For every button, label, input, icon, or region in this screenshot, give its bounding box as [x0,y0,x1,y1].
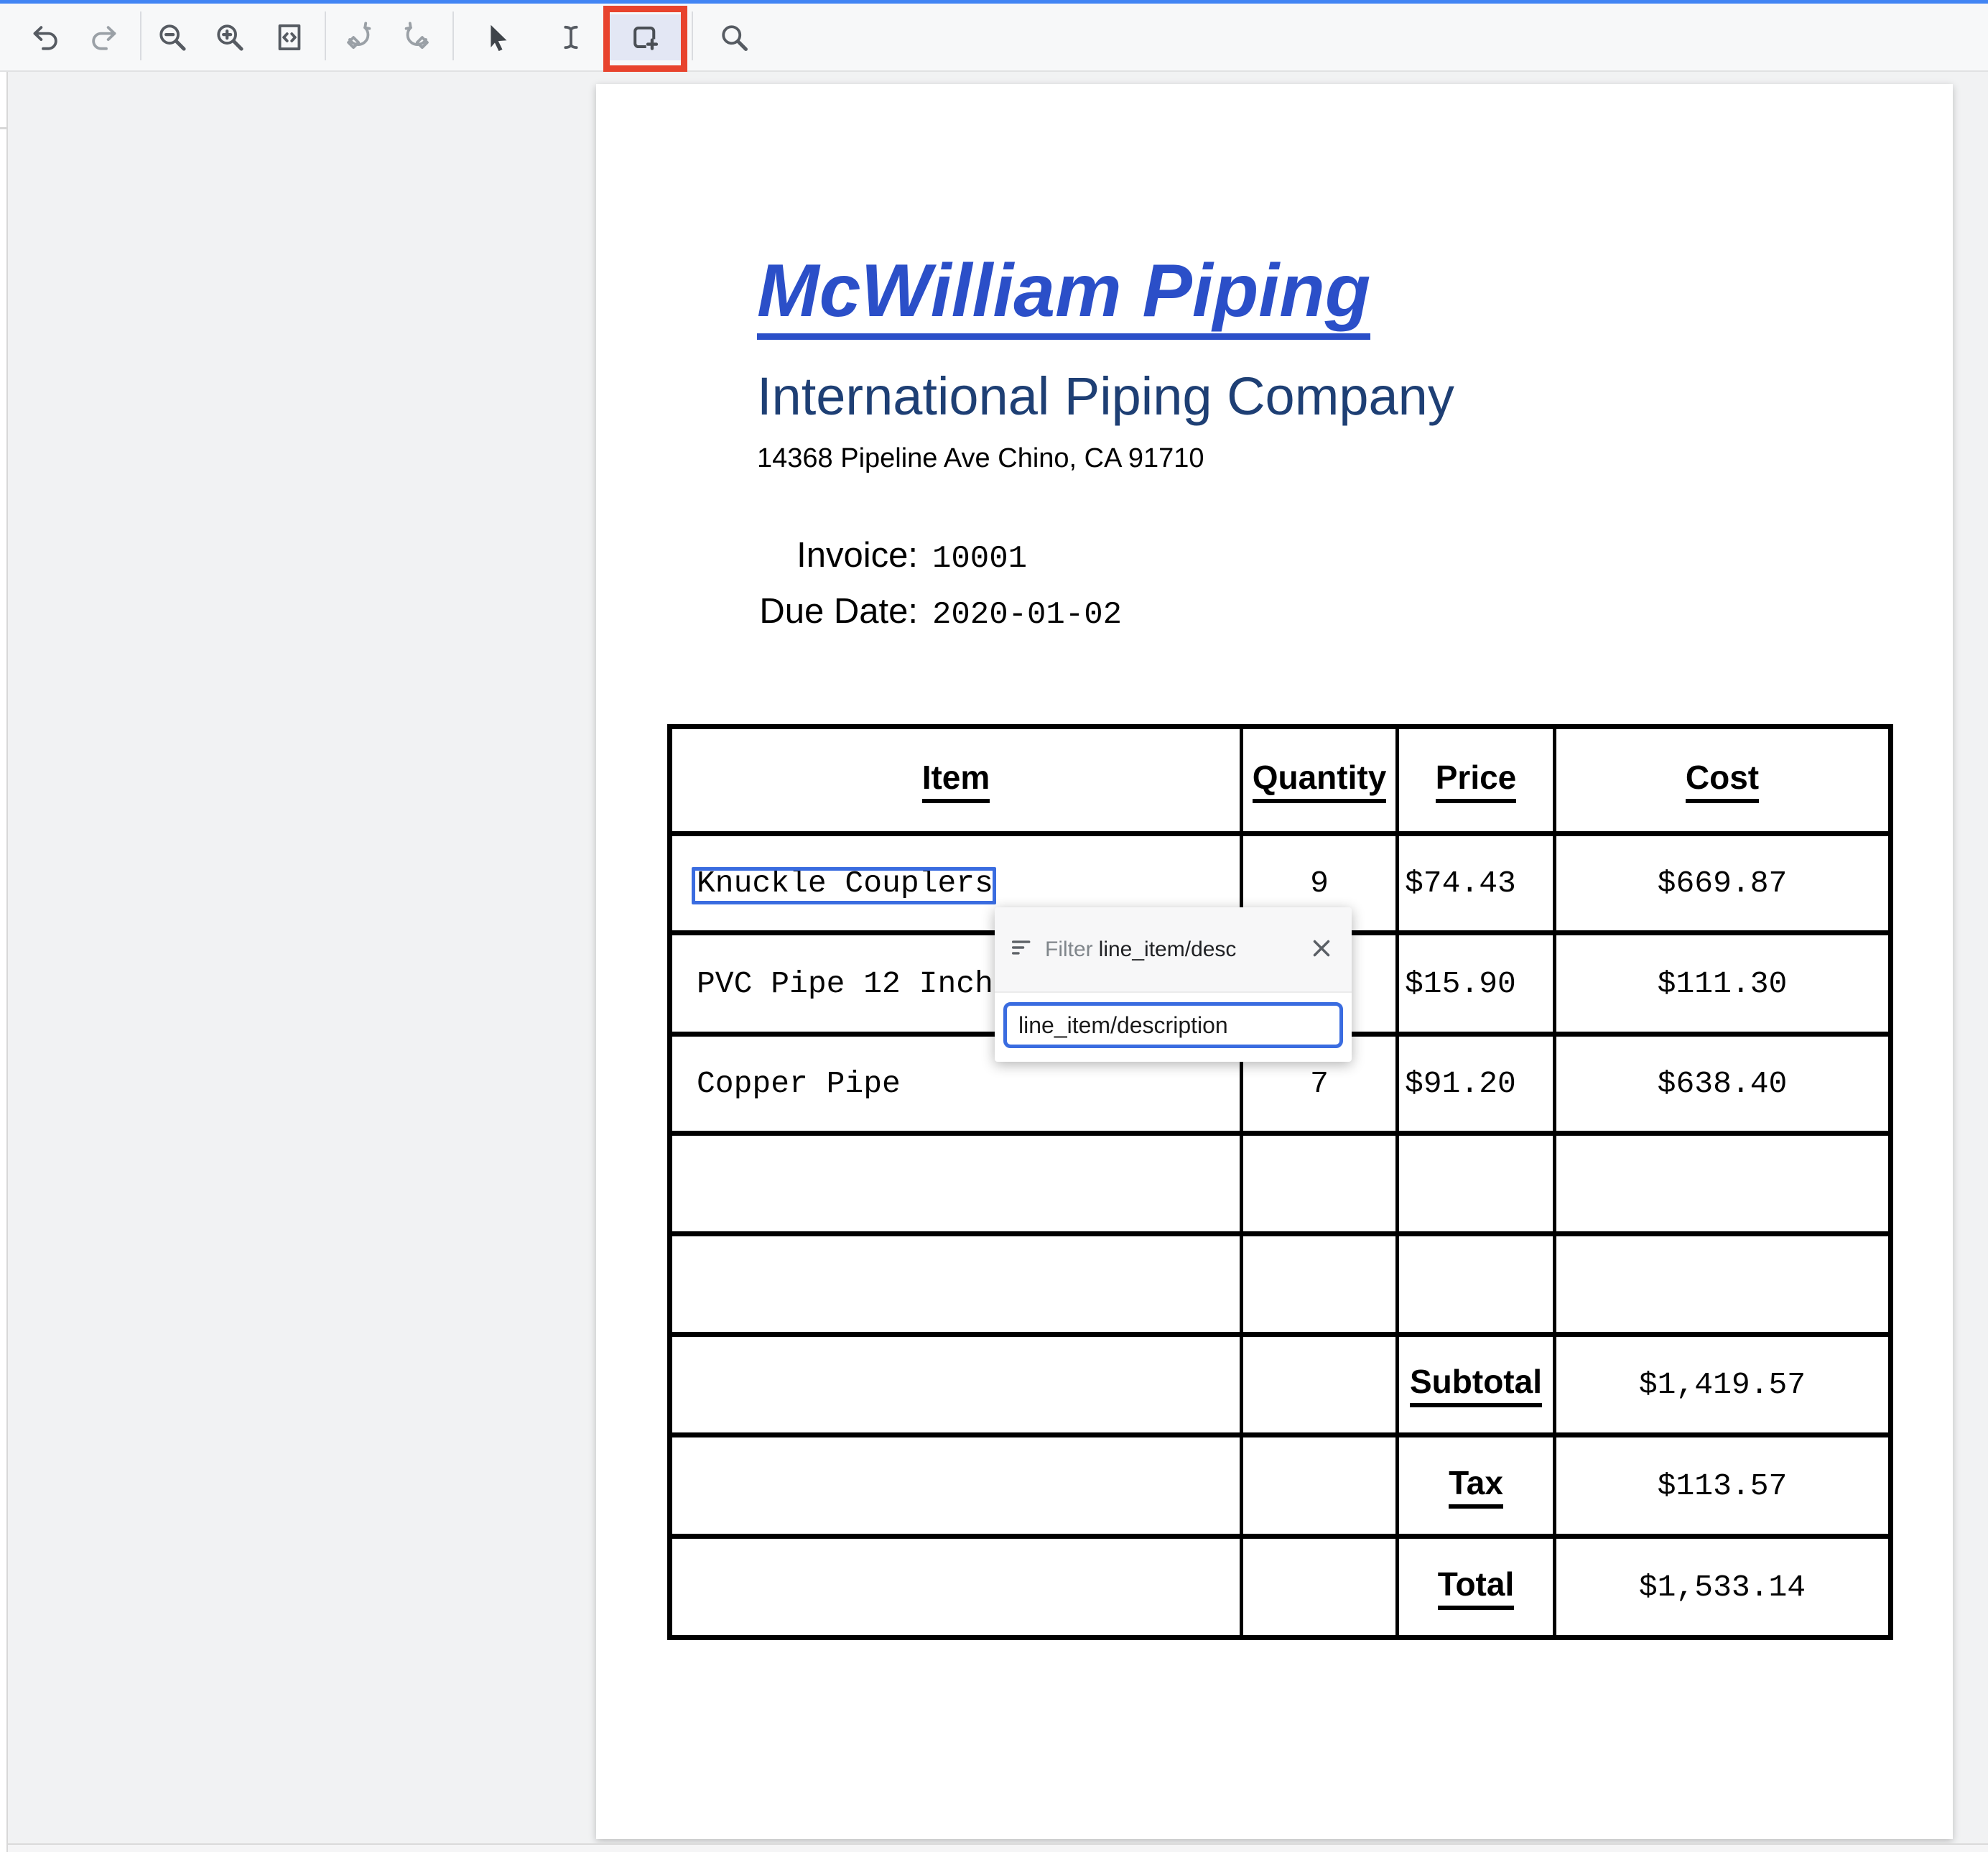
table-cell-empty[interactable] [672,1539,1240,1635]
rotate-right-icon [400,21,433,54]
window-accent-strip [0,0,1988,4]
document-page: McWilliam Piping International Piping Co… [596,84,1953,1839]
invoice-number: 10001 [932,541,1028,577]
table-cell-empty[interactable] [1243,1539,1395,1635]
toolbar-separator [452,11,454,60]
subtotal-label: Subtotal [1399,1337,1553,1432]
table-cell-empty[interactable] [1243,1437,1395,1534]
left-panel-divider [0,127,8,129]
filter-popup-title: Filter line_item/desc [1045,937,1237,961]
table-cell-empty[interactable] [1243,1136,1395,1231]
table-cell-price[interactable]: $15.90 [1399,935,1553,1032]
add-bounding-box-button[interactable] [626,19,664,56]
table-cell-cost[interactable]: $638.40 [1556,1037,1888,1131]
table-cell-empty[interactable] [1243,1236,1395,1332]
redo-icon [86,21,119,54]
zoom-in-icon [213,21,246,54]
popup-divider [995,991,1352,993]
company-address: 14368 Pipeline Ave Chino, CA 91710 [757,443,1204,473]
tax-value[interactable]: $113.57 [1556,1437,1888,1534]
column-header-quantity: Quantity [1243,729,1395,831]
total-label: Total [1399,1539,1553,1635]
undo-button[interactable] [28,19,65,56]
add-bounding-box-icon [628,21,661,54]
toolbar [0,0,1988,72]
company-title: McWilliam Piping [757,254,1371,340]
search-icon [717,21,751,54]
invoice-label: Invoice: [796,536,918,575]
table-cell-cost[interactable]: $111.30 [1556,935,1888,1032]
column-header-price: Price [1399,729,1553,831]
table-cell-empty[interactable] [672,1236,1240,1332]
column-header-item: Item [672,729,1240,831]
toolbar-separator [325,11,326,60]
zoom-in-button[interactable] [211,19,249,56]
table-cell-price[interactable]: $74.43 [1399,836,1553,930]
zoom-out-button[interactable] [154,19,191,56]
label-filter-popup: Filter line_item/desc [995,907,1352,1062]
total-value[interactable]: $1,533.14 [1556,1539,1888,1635]
select-cursor-button[interactable] [479,19,516,56]
table-cell-empty[interactable] [672,1136,1240,1231]
selected-tool-background [608,14,682,60]
left-panel-edge [0,4,8,1852]
table-cell-cost[interactable]: $669.87 [1556,836,1888,930]
due-date-value: 2020-01-02 [932,597,1123,633]
close-x-icon [1308,935,1335,964]
table-cell-empty[interactable] [1399,1236,1553,1332]
table-cell-price[interactable]: $91.20 [1399,1037,1553,1131]
fit-to-width-icon [273,21,306,54]
horizontal-scrollbar[interactable] [8,1843,1988,1852]
subtotal-value[interactable]: $1,419.57 [1556,1337,1888,1432]
table-cell-empty[interactable] [1556,1136,1888,1231]
redo-button[interactable] [84,19,121,56]
toolbar-separator [140,11,141,60]
company-subtitle: International Piping Company [757,366,1454,426]
column-header-cost: Cost [1556,729,1888,831]
select-text-button[interactable] [552,19,590,56]
cursor-arrow-icon [481,21,514,54]
table-cell-empty[interactable] [672,1437,1240,1534]
annotation-selection-box[interactable] [692,867,996,904]
toolbar-separator [692,11,693,60]
label-search-input[interactable] [1003,1002,1343,1048]
filter-list-icon [1009,935,1034,963]
close-popup-button[interactable] [1306,934,1337,966]
table-cell-empty[interactable] [672,1337,1240,1432]
table-cell-item[interactable]: Copper Pipe [672,1037,1240,1131]
invoice-meta: Invoice: 10001 Due Date: 2020-01-02 [725,535,1122,633]
invoice-table: Item Quantity Price Cost Knuckle Coupler… [667,724,1893,1640]
due-date-label: Due Date: [759,592,918,631]
rotate-right-button[interactable] [398,19,435,56]
filter-popup-header: Filter line_item/desc [995,907,1352,991]
table-cell-empty[interactable] [1556,1236,1888,1332]
table-cell-empty[interactable] [1243,1337,1395,1432]
text-ibeam-icon [554,21,587,54]
rotate-left-icon [343,21,376,54]
table-cell-empty[interactable] [1399,1136,1553,1231]
tax-label: Tax [1399,1437,1553,1534]
zoom-out-icon [156,21,189,54]
undo-icon [30,21,63,54]
search-button[interactable] [715,19,753,56]
rotate-left-button[interactable] [340,19,378,56]
fit-to-width-button[interactable] [271,19,308,56]
